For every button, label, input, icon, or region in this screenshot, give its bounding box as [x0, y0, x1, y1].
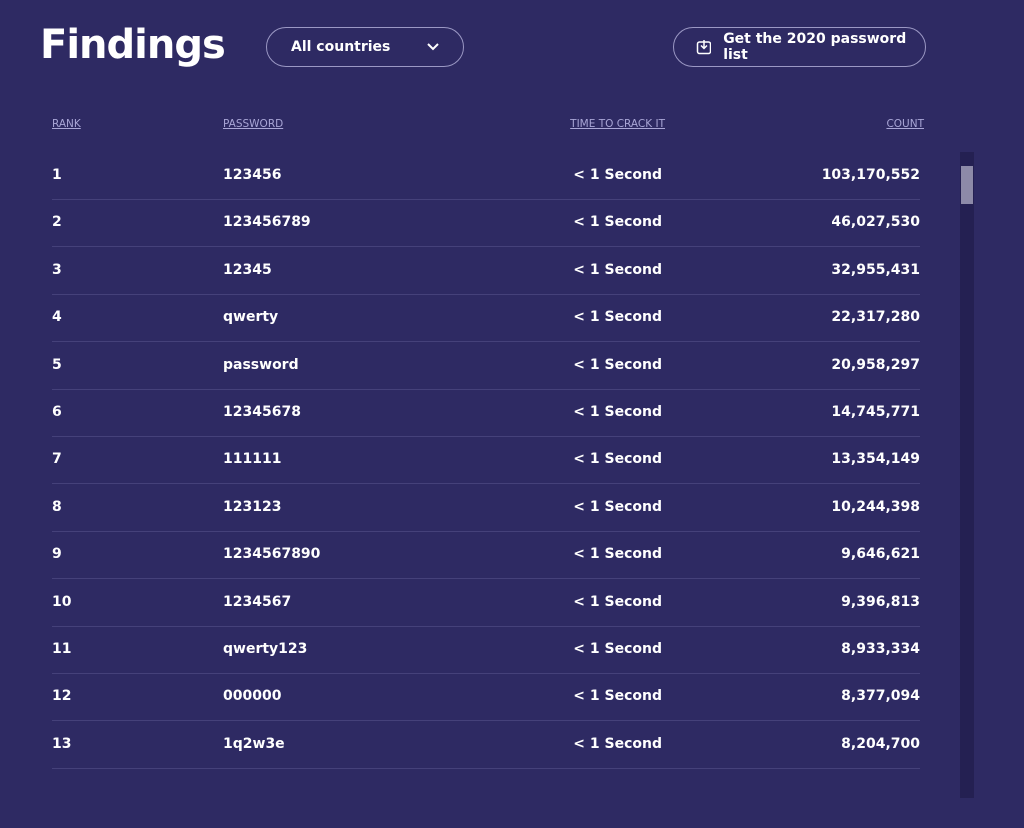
count-cell: 32,955,431	[831, 261, 920, 278]
table-row: 5 password < 1 Second 20,958,297	[52, 342, 920, 390]
rank-cell: 4	[52, 309, 62, 326]
country-dropdown[interactable]: All countries	[266, 27, 464, 67]
rank-cell: 5	[52, 356, 62, 373]
table-row: 13 1q2w3e < 1 Second 8,204,700	[52, 721, 920, 769]
scrollbar-thumb[interactable]	[961, 166, 973, 204]
table-row: 7 111111 < 1 Second 13,354,149	[52, 436, 920, 485]
password-cell: 123456	[223, 167, 282, 183]
count-cell: 20,958,297	[831, 356, 920, 373]
time-cell: < 1 Second	[573, 214, 662, 231]
table-body: 1 123456 < 1 Second 103,170,552 2 123456789 < …	[52, 152, 920, 770]
time-cell: < 1 Second	[573, 309, 662, 326]
rank-cell: 12	[52, 688, 72, 705]
count-cell: 103,170,552	[821, 167, 920, 183]
table-row: 10 1234567 < 1 Second 9,396,813	[52, 579, 920, 627]
column-header[interactable]: COUNT	[886, 118, 924, 130]
column-header[interactable]: PASSWORD	[223, 118, 284, 130]
rank-cell: 10	[52, 593, 72, 610]
password-cell: password	[223, 356, 299, 373]
password-cell: qwerty	[223, 309, 279, 326]
time-cell: < 1 Second	[573, 688, 662, 705]
count-cell: 8,204,700	[841, 735, 920, 752]
count-cell: 22,317,280	[831, 309, 920, 326]
password-cell: 111111	[223, 451, 282, 468]
table-row: 2 123456789 < 1 Second 46,027,530	[52, 199, 920, 248]
rank-cell: 7	[52, 451, 62, 468]
column-header[interactable]: RANK	[52, 118, 81, 130]
count-cell: 8,377,094	[841, 688, 920, 705]
password-cell: 123456789	[223, 214, 311, 231]
time-cell: < 1 Second	[573, 404, 662, 420]
time-cell: < 1 Second	[573, 735, 662, 752]
table-row: 3 12345 < 1 Second 32,955,431	[52, 247, 920, 295]
time-cell: < 1 Second	[573, 546, 662, 563]
rank-cell: 9	[52, 546, 62, 563]
table-row: 4 qwerty < 1 Second 22,317,280	[52, 294, 920, 343]
count-cell: 9,646,621	[841, 546, 920, 563]
time-cell: < 1 Second	[573, 451, 662, 468]
password-cell: 12345	[223, 261, 272, 278]
table-row: 8 123123 < 1 Second 10,244,398	[52, 484, 920, 532]
rank-cell: 3	[52, 261, 62, 278]
count-cell: 13,354,149	[831, 451, 920, 468]
time-cell: < 1 Second	[573, 167, 662, 183]
password-cell: 1234567	[223, 593, 292, 610]
chevron-icon	[427, 43, 439, 51]
password-cell: 1234567890	[223, 546, 321, 563]
rank-cell: 8	[52, 498, 62, 515]
count-cell: 9,396,813	[841, 593, 920, 610]
button-label: Get the 2020 password list	[723, 31, 907, 63]
scrollbar[interactable]	[960, 152, 974, 798]
password-cell: 12345678	[223, 404, 301, 420]
time-cell: < 1 Second	[573, 498, 662, 515]
table-row: 12 000000 < 1 Second 8,377,094	[52, 673, 920, 722]
count-cell: 46,027,530	[831, 214, 920, 231]
table-row: 11 qwerty123 < 1 Second 8,933,334	[52, 626, 920, 674]
dropdown-label: All countries	[291, 39, 391, 55]
rank-cell: 11	[52, 641, 72, 657]
download-button[interactable]: Get the 2020 password list	[673, 27, 926, 67]
rank-cell: 13	[52, 735, 72, 752]
password-cell: 123123	[223, 498, 282, 515]
time-cell: < 1 Second	[573, 356, 662, 373]
time-cell: < 1 Second	[573, 641, 662, 657]
column-header[interactable]: TIME TO CRACK IT	[570, 118, 665, 130]
time-cell: < 1 Second	[573, 261, 662, 278]
count-cell: 8,933,334	[841, 641, 920, 657]
password-cell: qwerty123	[223, 641, 308, 657]
table-row: 6 12345678 < 1 Second 14,745,771	[52, 389, 920, 437]
count-cell: 10,244,398	[831, 498, 920, 515]
download-icon	[696, 40, 712, 55]
rank-cell: 6	[52, 404, 62, 420]
table-row: 1 123456 < 1 Second 103,170,552	[52, 152, 920, 200]
time-cell: < 1 Second	[573, 593, 662, 610]
rank-cell: 2	[52, 214, 62, 231]
table-row: 9 1234567890 < 1 Second 9,646,621	[52, 531, 920, 580]
password-cell: 1q2w3e	[223, 735, 285, 752]
password-cell: 000000	[223, 688, 282, 705]
count-cell: 14,745,771	[831, 404, 920, 420]
page-title: Findings	[40, 22, 226, 68]
rank-cell: 1	[52, 167, 62, 183]
